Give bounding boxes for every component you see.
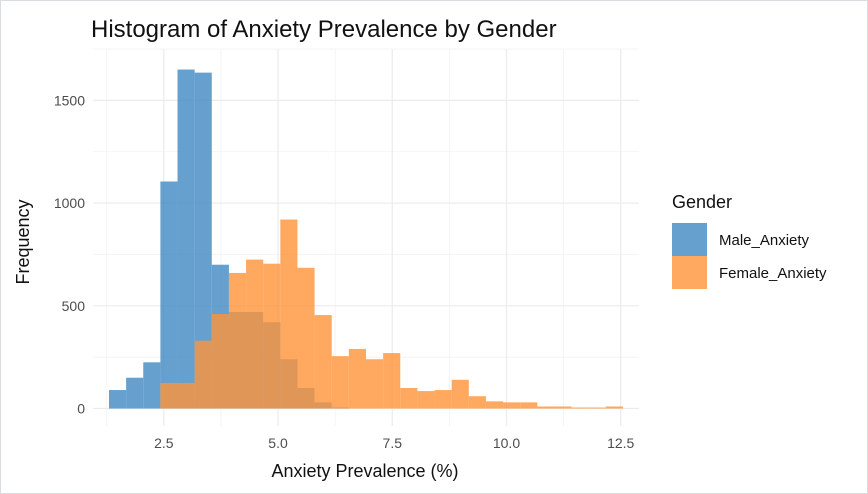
female-bar — [297, 267, 315, 409]
legend-label-male: Male_Anxiety — [719, 232, 810, 249]
female-bar — [605, 406, 624, 409]
male-bar — [143, 362, 161, 409]
female-bar — [177, 382, 195, 409]
female-bar — [588, 407, 606, 409]
x-tick-label: 12.5 — [607, 435, 634, 451]
female-bar — [451, 379, 469, 409]
y-tick-label: 500 — [62, 298, 86, 314]
female-bar — [228, 272, 247, 409]
female-bar — [366, 359, 384, 409]
y-axis-title: Frequency — [13, 199, 33, 284]
male-bar — [108, 390, 127, 409]
x-axis-ticks: 2.5 5.0 7.5 10.0 12.5 — [154, 435, 634, 451]
male-bar — [160, 181, 178, 409]
y-tick-label: 0 — [77, 401, 85, 417]
female-bar — [503, 402, 521, 409]
chart-title: Histogram of Anxiety Prevalence by Gende… — [91, 16, 557, 43]
female-bar — [571, 407, 589, 409]
x-axis-title: Anxiety Prevalence (%) — [271, 461, 458, 481]
x-tick-label: 10.0 — [493, 435, 520, 451]
y-axis-ticks: 0 500 1000 1500 — [54, 92, 85, 416]
female-bar — [211, 314, 229, 409]
female-bar — [280, 219, 298, 409]
legend: Gender Male_Anxiety Female_Anxiety — [672, 192, 827, 289]
female-bar — [417, 391, 435, 409]
female-bar — [468, 396, 486, 409]
female-bar — [485, 401, 504, 409]
female-bar — [331, 356, 349, 409]
female-bar — [348, 348, 366, 409]
x-tick-label: 5.0 — [268, 435, 288, 451]
male-bar — [177, 69, 195, 409]
male-bar — [194, 72, 212, 409]
legend-swatch-female — [672, 256, 707, 289]
legend-swatch-male — [672, 223, 707, 256]
female-bar — [314, 315, 332, 409]
female-bar — [263, 263, 281, 409]
female-bar — [194, 340, 212, 409]
female-bar — [160, 382, 178, 409]
female-bar — [434, 390, 452, 409]
y-tick-label: 1500 — [54, 92, 85, 108]
female-bar — [520, 402, 538, 409]
female-bar — [400, 387, 418, 409]
legend-title: Gender — [672, 192, 732, 212]
male-bar — [126, 377, 144, 409]
legend-label-female: Female_Anxiety — [719, 265, 827, 282]
female-bar — [537, 406, 555, 409]
y-tick-label: 1000 — [54, 195, 85, 211]
x-tick-label: 7.5 — [383, 435, 403, 451]
female-series-bars — [160, 219, 624, 409]
female-bar — [383, 353, 401, 409]
female-bar — [246, 259, 264, 409]
female-bar — [554, 406, 572, 409]
x-tick-label: 2.5 — [154, 435, 174, 451]
